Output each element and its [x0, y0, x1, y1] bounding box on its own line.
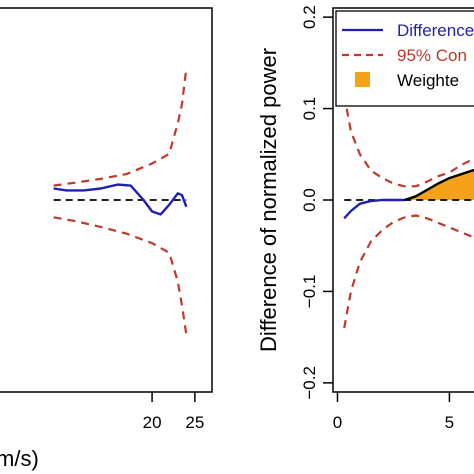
left-x-axis: 20 25 — [143, 392, 205, 432]
left-series-ci-lower — [54, 217, 187, 334]
legend-weighted-label: Weighte — [397, 71, 459, 90]
right-series-ci-upper — [344, 95, 474, 186]
legend-weighted-swatch — [355, 72, 370, 87]
right-series-ci-lower — [344, 216, 474, 329]
left-series-ci-upper — [54, 69, 187, 186]
left-chart: 20 25 m/s) — [0, 8, 212, 471]
legend-ci-label: 95% Con — [397, 46, 467, 65]
right-x-tick-label: 0 — [333, 413, 342, 432]
right-y-axis-title: Difference of normalized power — [256, 48, 281, 352]
right-y-tick-label: −0.2 — [300, 366, 319, 400]
right-series-difference — [344, 200, 404, 218]
right-y-tick-label: 0.2 — [300, 5, 319, 29]
left-ci-layer — [54, 69, 187, 335]
right-y-tick-label: −0.1 — [300, 275, 319, 309]
left-x-tick-label: 25 — [185, 413, 204, 432]
right-ci-layer — [344, 95, 474, 328]
left-x-tick-label: 20 — [143, 413, 162, 432]
legend-difference-label: Difference — [397, 21, 474, 40]
legend: Difference 95% Con Weighte — [336, 11, 474, 106]
right-y-tick-label: 0.1 — [300, 97, 319, 121]
right-y-axis: −0.2 −0.1 0.0 0.1 0.2 — [300, 5, 333, 399]
right-y-tick-label: 0.0 — [300, 188, 319, 212]
right-x-tick-label: 5 — [445, 413, 454, 432]
left-x-axis-title: m/s) — [0, 446, 39, 471]
